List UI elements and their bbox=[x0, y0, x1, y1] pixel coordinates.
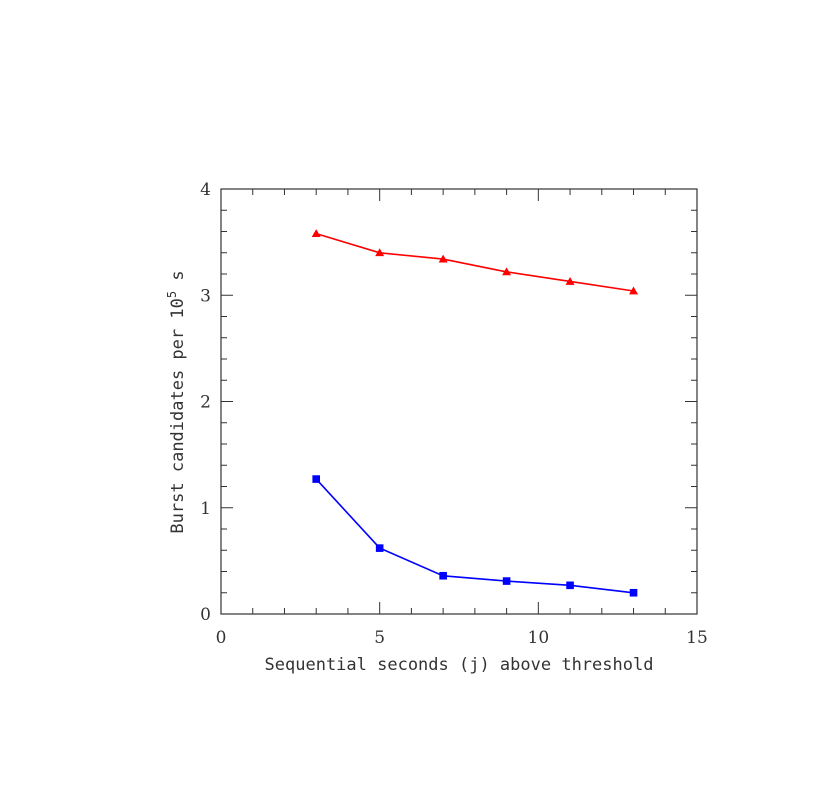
y-axis-title-main: Burst candidates per 10 bbox=[168, 298, 188, 533]
series-line bbox=[315, 232, 634, 292]
x-tick-label: 15 bbox=[686, 628, 708, 648]
x-tick-label: 10 bbox=[528, 628, 550, 648]
y-axis-title: Burst candidates per 105 s bbox=[165, 270, 188, 533]
y-tick-label: 4 bbox=[200, 180, 211, 200]
y-tick-label: 3 bbox=[200, 286, 211, 306]
data-point-square bbox=[312, 475, 320, 483]
tick-labels: 0 5 10 15 0 1 2 3 4 bbox=[200, 180, 708, 648]
data-point-square bbox=[566, 581, 574, 590]
data-point-triangle bbox=[629, 286, 639, 295]
data-point-triangle bbox=[438, 254, 448, 263]
y-tick-label: 2 bbox=[200, 393, 211, 413]
series-square bbox=[312, 475, 638, 597]
series-line bbox=[315, 478, 634, 594]
data-point-square bbox=[629, 588, 638, 597]
plot-frame bbox=[220, 188, 698, 615]
x-axis-title: Sequential seconds (j) above threshold bbox=[265, 655, 654, 675]
x-tick-label: 5 bbox=[374, 628, 385, 648]
y-axis-title-exponent: 5 bbox=[165, 291, 179, 298]
data-point-square bbox=[439, 571, 447, 580]
y-tick-label: 1 bbox=[200, 499, 211, 519]
data-point-triangle bbox=[311, 229, 321, 237]
y-axis-title-suffix: s bbox=[168, 270, 188, 290]
axis-ticks bbox=[220, 188, 698, 615]
y-tick-label: 0 bbox=[200, 605, 211, 625]
data-point-square bbox=[502, 577, 511, 585]
data-point-triangle bbox=[565, 276, 575, 285]
series-layer bbox=[311, 229, 639, 597]
data-point-triangle bbox=[502, 267, 512, 276]
x-tick-label: 0 bbox=[216, 628, 227, 648]
series-triangle bbox=[311, 229, 639, 295]
data-point-square bbox=[375, 544, 384, 552]
data-point-triangle bbox=[375, 248, 385, 257]
